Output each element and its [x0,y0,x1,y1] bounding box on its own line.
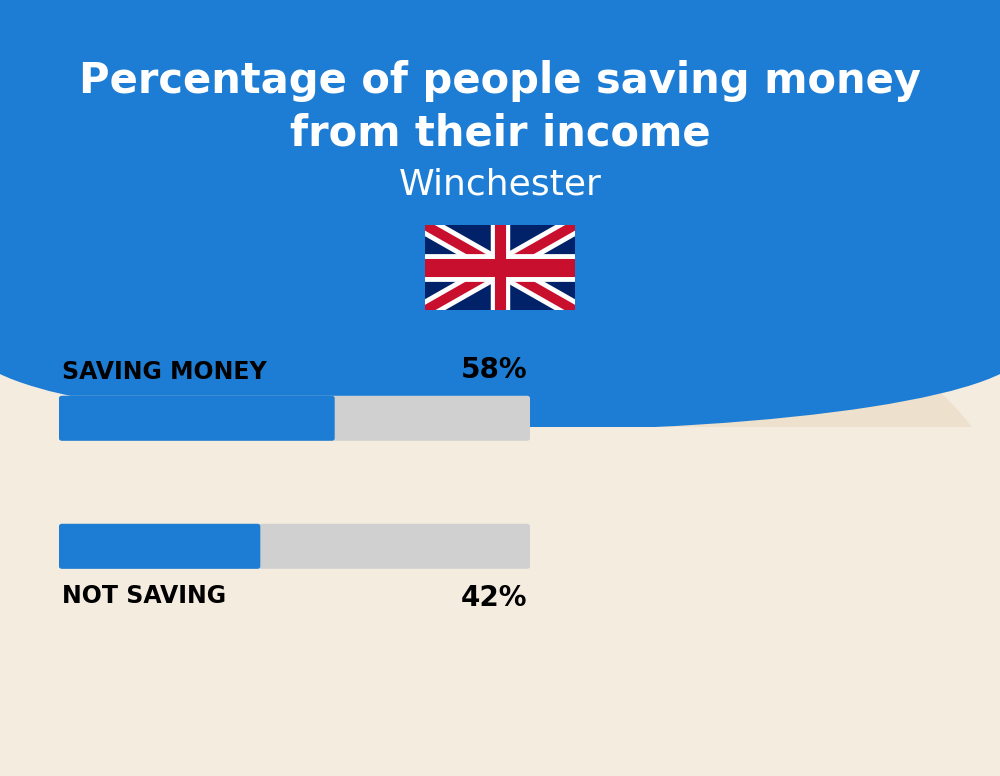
Text: 58%: 58% [460,356,527,384]
Text: Percentage of people saving money: Percentage of people saving money [79,61,921,102]
Text: from their income: from their income [290,113,710,154]
Text: Winchester: Winchester [399,168,601,202]
Text: 42%: 42% [460,584,527,611]
Text: SAVING MONEY: SAVING MONEY [62,360,267,384]
Text: NOT SAVING: NOT SAVING [62,584,226,608]
Circle shape [519,327,1000,776]
